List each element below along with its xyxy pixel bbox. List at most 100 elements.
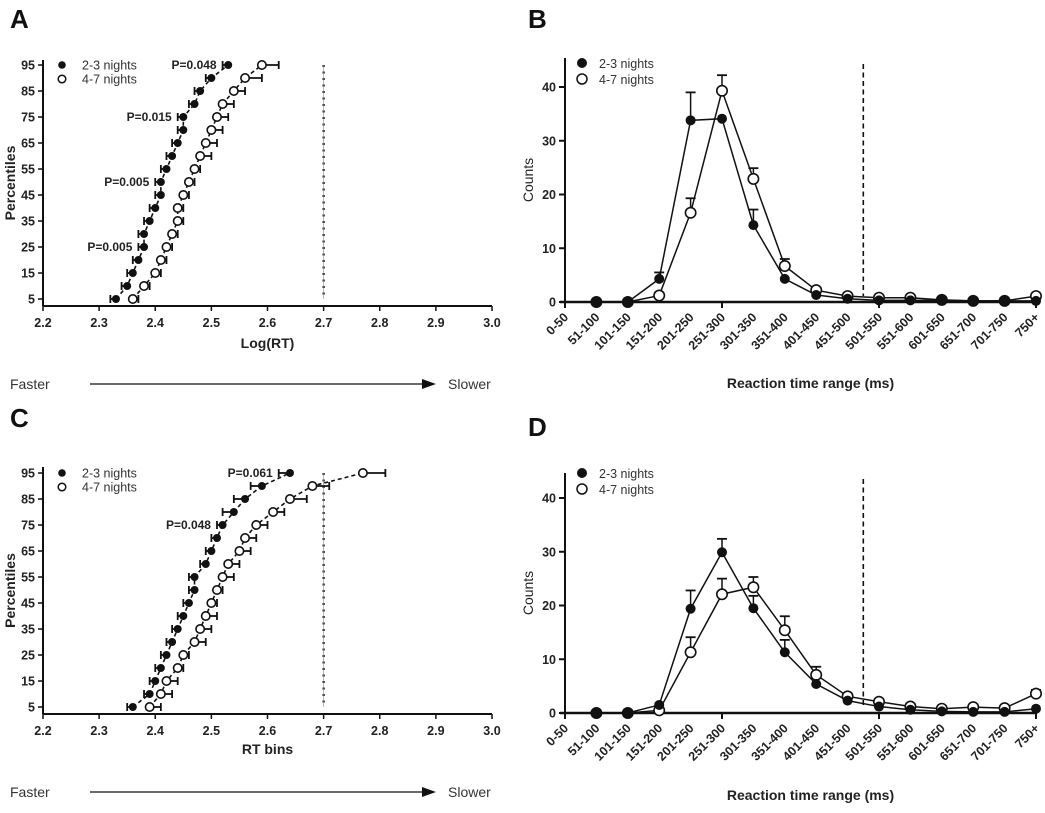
data-point [256, 59, 267, 70]
data-point [111, 295, 120, 303]
series-open [144, 467, 387, 712]
data-point [156, 191, 165, 199]
panel-letter: C [10, 403, 29, 433]
data-point [591, 708, 602, 718]
data-point [905, 704, 916, 715]
data-point [811, 678, 822, 689]
data-point [155, 688, 166, 699]
data-point [145, 690, 154, 698]
x-tick-label: 2.4 [147, 724, 164, 738]
data-point [167, 229, 178, 240]
x-axis-label: Reaction time range (ms) [727, 787, 894, 803]
data-point [905, 295, 916, 306]
x-tick-label: 750+ [1012, 310, 1042, 340]
data-point [173, 139, 182, 147]
data-point [241, 495, 250, 503]
data-point [161, 675, 172, 686]
data-point [211, 584, 222, 595]
data-point [968, 295, 979, 306]
y-axis-label: Counts [520, 571, 536, 615]
data-point [179, 113, 188, 121]
series-dashed-line [132, 472, 291, 708]
data-point [184, 599, 193, 607]
legend-label: 2-3 nights [599, 57, 654, 71]
panel-d: D0102030400-5051-100101-150151-200201-25… [520, 412, 1042, 803]
y-tick-label: 85 [21, 493, 35, 507]
data-point [779, 647, 790, 658]
data-point [251, 519, 262, 530]
data-point [195, 623, 206, 634]
data-point [211, 112, 222, 123]
x-tick-label: 750+ [1012, 721, 1042, 751]
data-point [162, 165, 171, 173]
series-line-filled [596, 117, 1036, 303]
series-line-open [596, 88, 1037, 303]
data-point [224, 61, 233, 69]
data-point [717, 547, 727, 558]
data-point [228, 86, 239, 97]
y-tick-label: 15 [21, 267, 35, 281]
y-tick-label: 55 [21, 571, 35, 585]
x-tick-label: 0-50 [544, 721, 572, 749]
data-point [591, 297, 602, 307]
data-point [842, 293, 853, 304]
data-point [189, 636, 200, 647]
data-point [196, 87, 205, 95]
data-point [183, 177, 194, 188]
x-tick-label: 2.7 [315, 724, 332, 738]
data-point [140, 230, 149, 238]
x-tick-label: 2.9 [427, 724, 444, 738]
y-tick-label: 25 [21, 241, 35, 255]
legend-label: 4-7 nights [599, 73, 654, 87]
x-axis-label: Log(RT) [241, 335, 295, 351]
slower-label: Slower [448, 784, 491, 800]
x-tick-label: 2.6 [259, 316, 276, 330]
data-point [715, 588, 728, 601]
legend-label: 2-3 nights [599, 467, 654, 481]
y-axis-label: Percentiles [2, 553, 18, 628]
p-value-annotation: P=0.005 [104, 175, 149, 189]
x-axis-label: Reaction time range (ms) [727, 375, 894, 391]
x-tick-label: 3.0 [483, 316, 500, 330]
x-tick-label: 2.6 [259, 724, 276, 738]
y-tick-label: 5 [28, 701, 35, 715]
panel-a: A 5 15 25 35 45 55 65 75 85 95 2.2 2.3 2.4 2.5 2.6 2.7 2.… [2, 4, 501, 392]
legend-open-marker [576, 483, 588, 495]
x-tick-label: 2.5 [203, 316, 220, 330]
data-point [200, 138, 211, 149]
data-point [172, 203, 183, 214]
data-point [178, 649, 189, 660]
y-tick-label: 65 [21, 545, 35, 559]
data-point [223, 558, 234, 569]
panel-letter: D [528, 412, 547, 442]
data-point [240, 532, 251, 543]
y-tick-label: 75 [21, 519, 35, 533]
data-point [189, 164, 200, 175]
y-tick-label: 55 [21, 163, 35, 177]
faster-label: Faster [10, 376, 50, 392]
data-point [684, 206, 697, 219]
data-point [127, 293, 138, 304]
faster-label: Faster [10, 784, 50, 800]
series-filled [126, 469, 294, 711]
data-point [207, 74, 216, 82]
data-point [162, 651, 171, 659]
panel-b: B0102030400-5051-100101-150151-200201-25… [520, 4, 1042, 391]
data-point [307, 480, 318, 491]
data-point [134, 256, 143, 264]
data-point [151, 204, 160, 212]
legend-open-marker [57, 482, 67, 492]
data-point [179, 612, 188, 620]
data-point [257, 482, 266, 490]
y-tick-label: 75 [21, 111, 35, 125]
data-point [1031, 703, 1041, 714]
data-point [810, 668, 823, 681]
y-tick-label: 85 [21, 85, 35, 99]
y-axis-label: Counts [520, 158, 536, 202]
slower-label: Slower [448, 376, 491, 392]
y-tick-label: 45 [21, 597, 35, 611]
data-point [684, 646, 697, 659]
legend-label: 4-7 nights [82, 481, 137, 495]
data-point [874, 701, 884, 712]
data-point [172, 662, 183, 673]
